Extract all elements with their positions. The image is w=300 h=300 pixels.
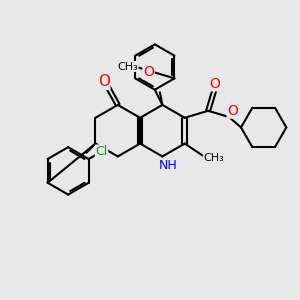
Text: CH₃: CH₃ <box>203 153 224 163</box>
Text: Cl: Cl <box>95 145 108 158</box>
Text: O: O <box>227 104 238 118</box>
Text: O: O <box>143 65 154 79</box>
Text: NH: NH <box>159 159 178 172</box>
Text: O: O <box>209 77 220 91</box>
Text: CH₃: CH₃ <box>117 61 138 71</box>
Text: O: O <box>98 74 110 89</box>
